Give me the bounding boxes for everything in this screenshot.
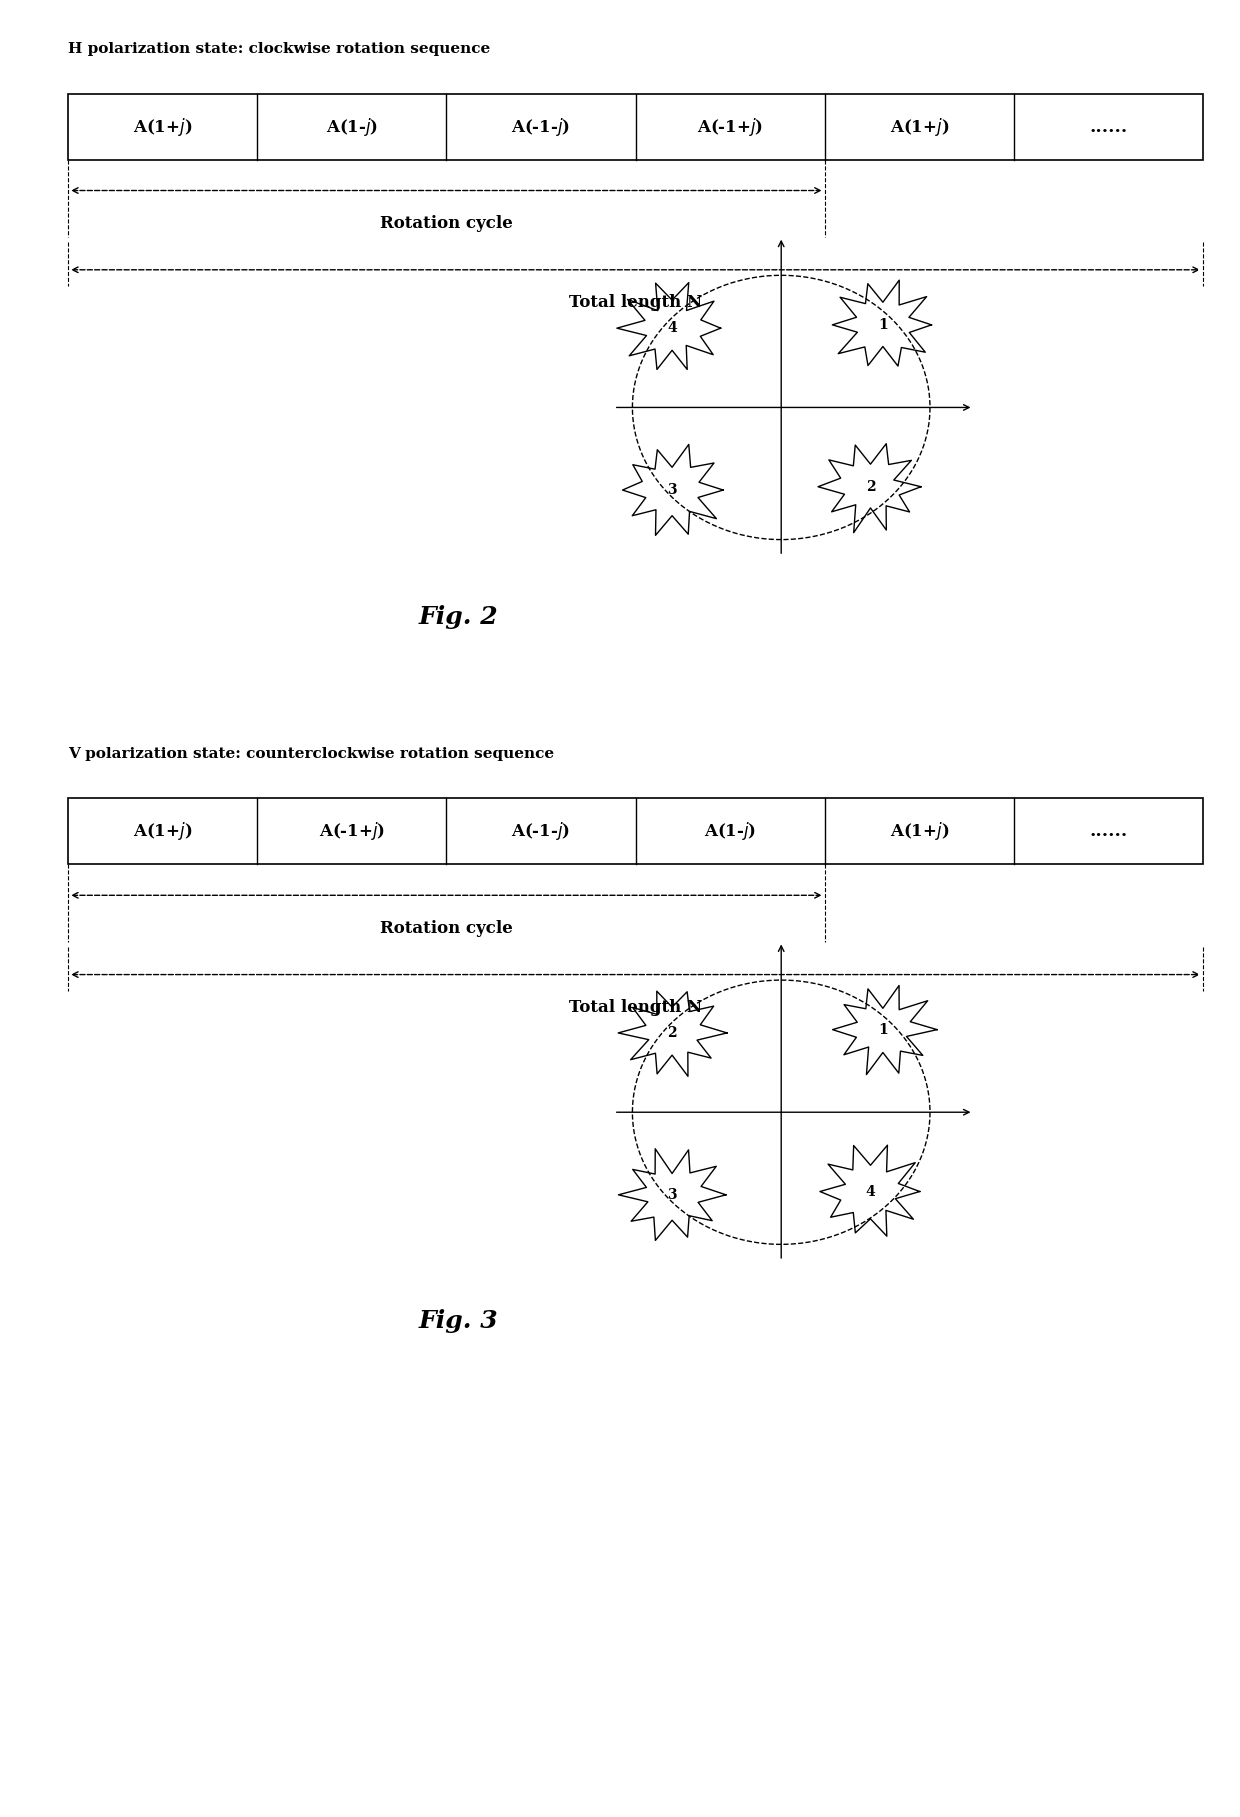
Text: Fig. 2: Fig. 2 [419,605,498,629]
Text: A(1-$j$): A(1-$j$) [704,821,756,843]
Text: 4: 4 [667,322,677,334]
Text: V polarization state: counterclockwise rotation sequence: V polarization state: counterclockwise r… [68,747,554,761]
Text: 1: 1 [878,1023,888,1038]
Text: Total length N: Total length N [569,999,702,1016]
Bar [68,798,1203,865]
Text: 3: 3 [667,1188,677,1201]
Text: A(1+$j$): A(1+$j$) [133,116,192,138]
Text: Fig. 3: Fig. 3 [419,1310,498,1334]
Text: A(-1-$j$): A(-1-$j$) [511,821,570,843]
Text: 3: 3 [667,483,677,498]
Text: A(-1+$j$): A(-1+$j$) [697,116,763,138]
Bar [68,94,1203,160]
Text: 4: 4 [866,1185,875,1199]
Text: ......: ...... [1089,823,1127,841]
Text: A(-1+$j$): A(-1+$j$) [319,821,384,843]
Text: Total length N: Total length N [569,294,702,311]
Text: A(1+$j$): A(1+$j$) [889,116,949,138]
Text: A(1+$j$): A(1+$j$) [133,821,192,843]
Text: A(1-$j$): A(1-$j$) [326,116,378,138]
Text: ......: ...... [1089,118,1127,136]
Text: A(-1-$j$): A(-1-$j$) [511,116,570,138]
Text: Rotation cycle: Rotation cycle [379,919,513,936]
Text: Rotation cycle: Rotation cycle [379,214,513,233]
Text: 2: 2 [866,480,875,494]
Text: A(1+$j$): A(1+$j$) [889,821,949,843]
Text: 1: 1 [878,318,888,333]
Text: 2: 2 [667,1027,677,1039]
Text: H polarization state: clockwise rotation sequence: H polarization state: clockwise rotation… [68,42,491,56]
